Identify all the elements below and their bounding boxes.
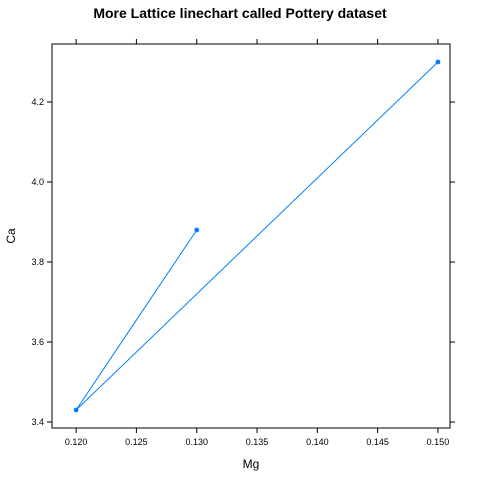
y-axis-label: Ca [4,228,18,244]
series-line [75,61,439,411]
data-series [73,59,441,413]
y-tick-label: 3.8 [31,257,44,267]
x-tick-label: 0.140 [306,437,329,447]
y-tick-label: 4.0 [31,177,44,187]
data-point [194,227,200,233]
y-tick-label: 4.2 [31,97,44,107]
y-tick-label: 3.4 [31,417,44,427]
x-tick-label: 0.130 [185,437,208,447]
plot-frame [51,43,451,429]
x-axis-label: Mg [243,457,260,471]
axis-ticks: 0.120 0.125 0.130 0.135 0.140 0.145 0.150 3.4 3.… [31,39,455,447]
data-point [73,407,79,413]
x-tick-label: 0.150 [427,437,450,447]
y-tick-label: 3.6 [31,337,44,347]
x-tick-label: 0.120 [65,437,88,447]
x-tick-label: 0.145 [366,437,389,447]
data-point [435,59,441,65]
x-tick-label: 0.125 [125,437,148,447]
chart-title: More Lattice linechart called Pottery da… [93,5,387,21]
x-tick-label: 0.135 [246,437,269,447]
